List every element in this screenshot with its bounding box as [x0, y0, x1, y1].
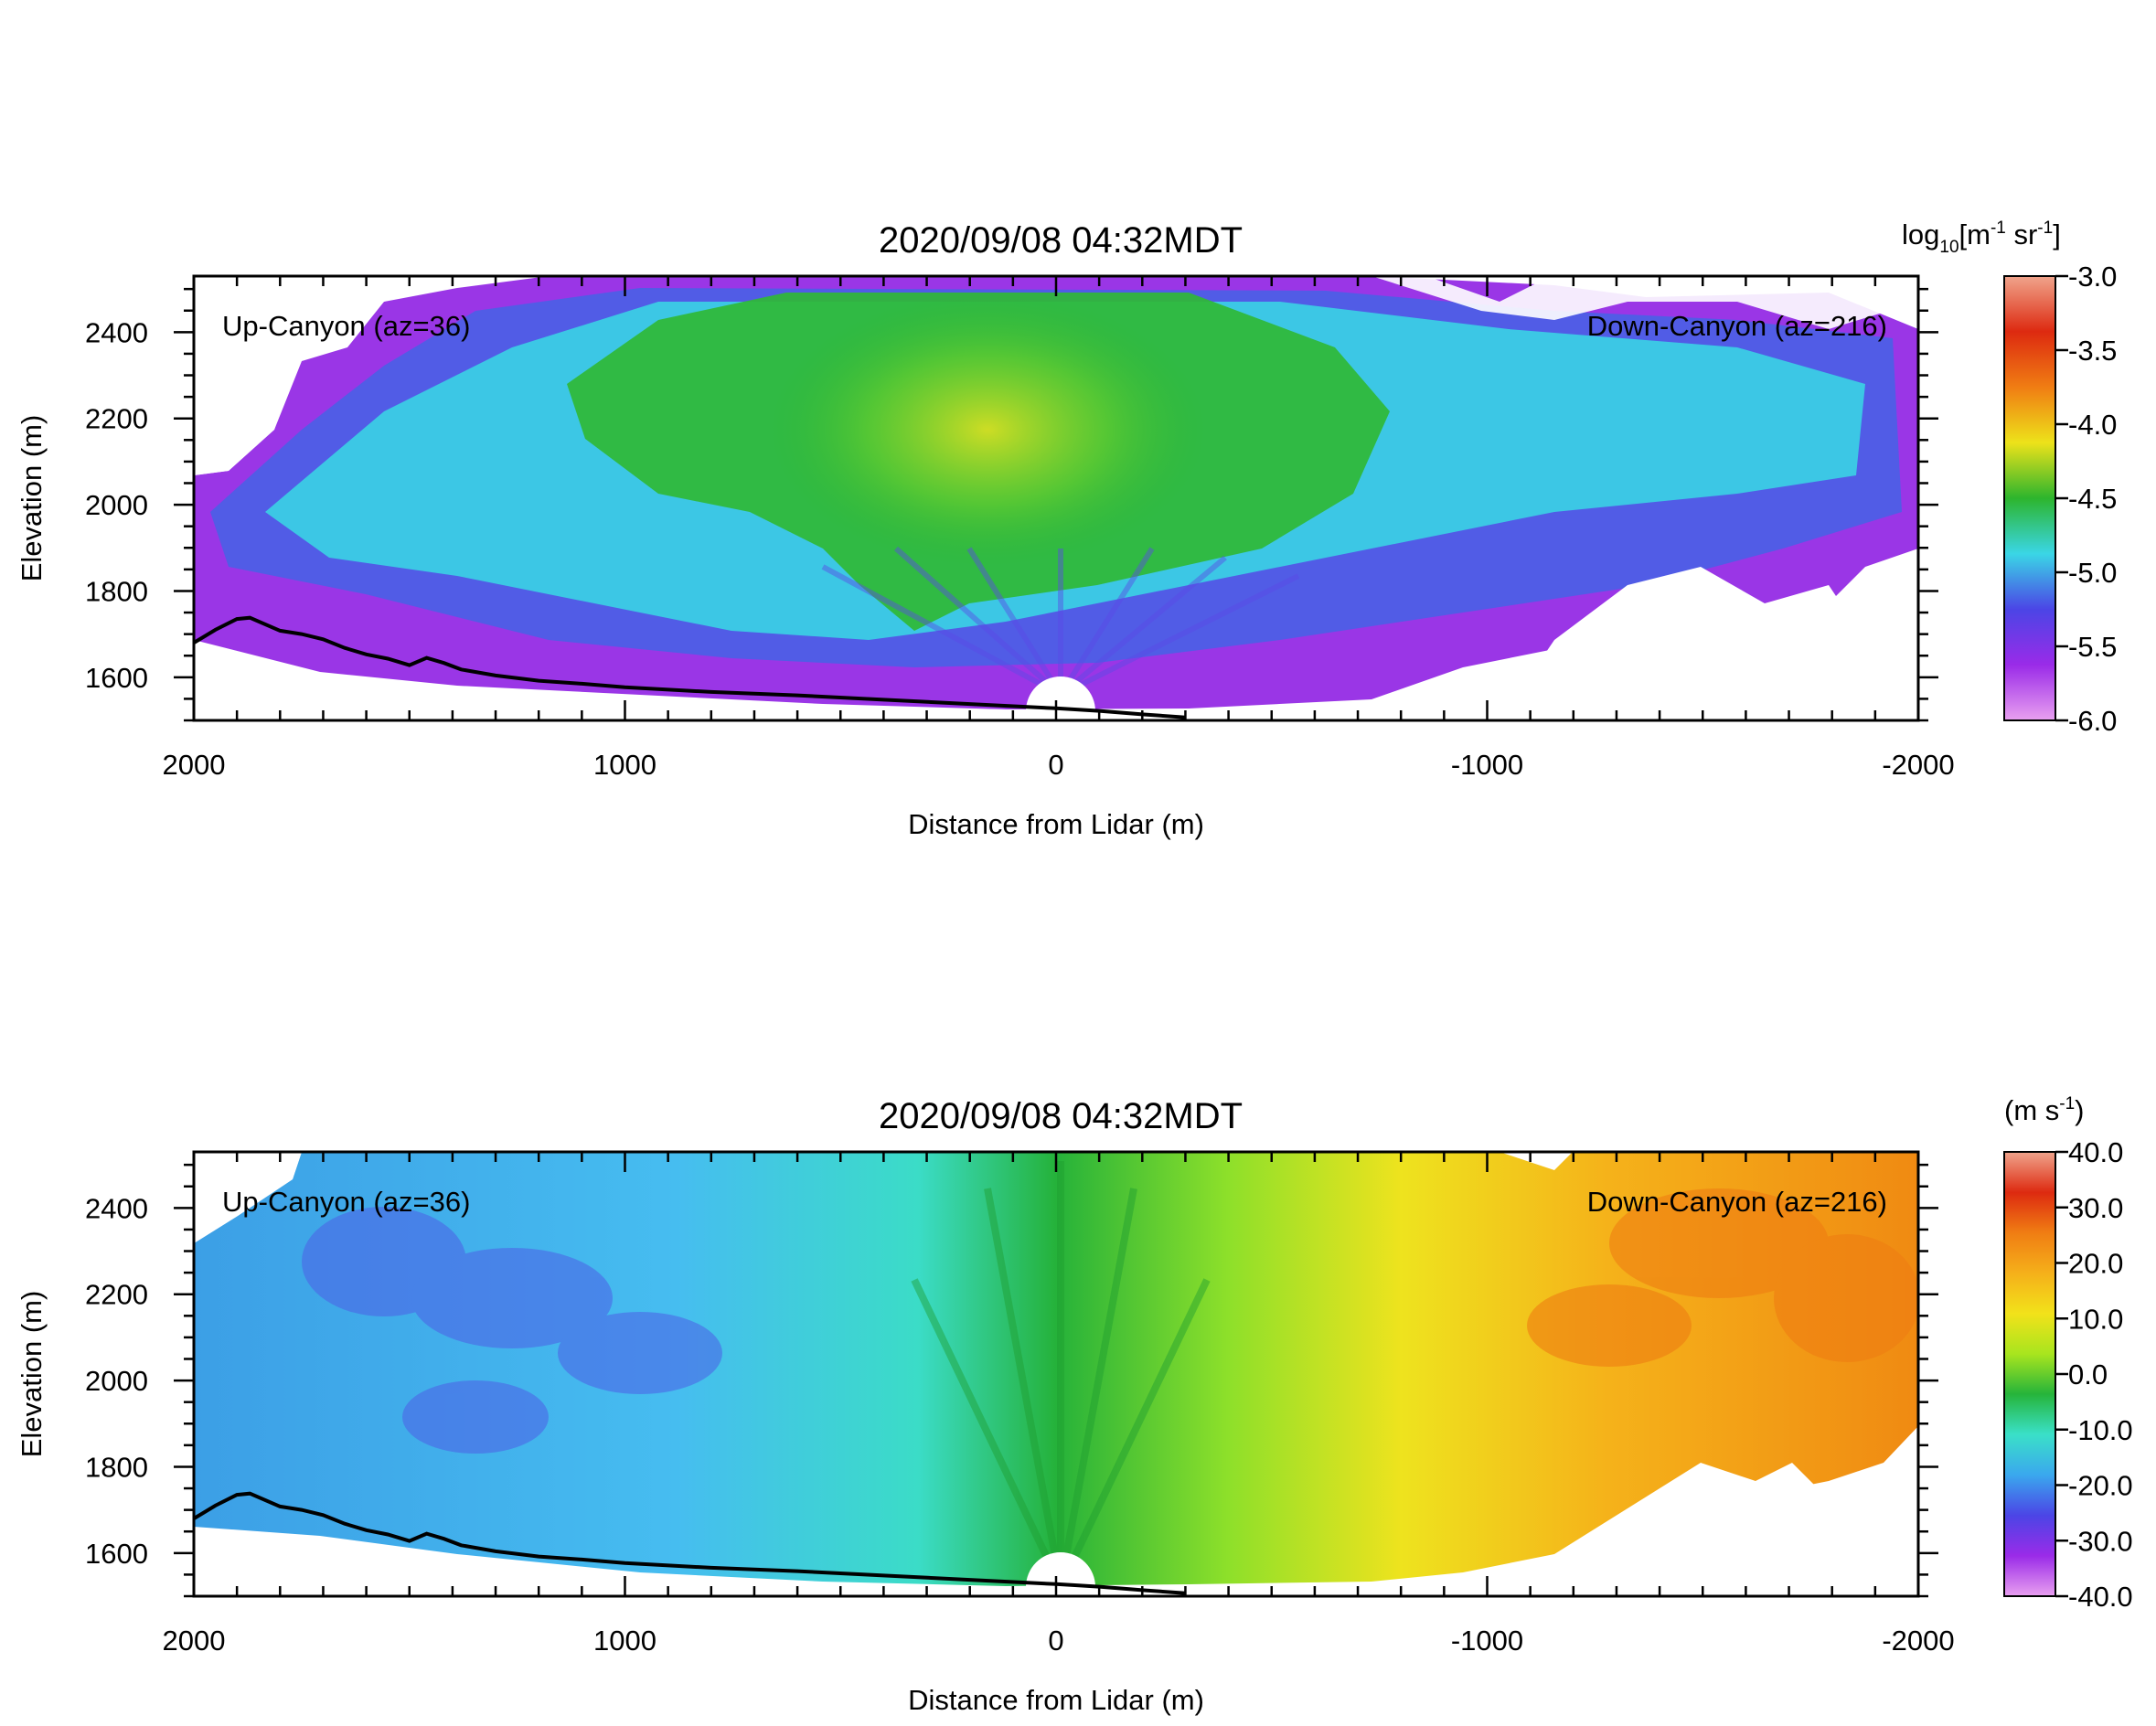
x-tick-label: 2000	[163, 749, 226, 781]
terrain-line	[192, 1491, 1186, 1595]
y-tick-label: 1600	[85, 1538, 148, 1570]
colorbar-tick-label: -10.0	[2068, 1414, 2133, 1446]
colorbar	[2003, 275, 2056, 721]
x-tick-label: -1000	[1451, 1625, 1523, 1657]
y-tick-label: 2000	[85, 1365, 148, 1397]
field-rays	[911, 1161, 1211, 1588]
x-axis-label: Distance from Lidar (m)	[908, 808, 1204, 840]
panel-velocity: 2000 1000 0 -1000 -200016001800200022002400 …	[16, 1094, 2133, 1716]
x-tick-label: 2000	[163, 1625, 226, 1657]
colorbar-title-main: log	[1902, 218, 1939, 250]
heatmap-field	[194, 1152, 1918, 1596]
y-tick-label: 2200	[85, 403, 148, 435]
field-gaps	[194, 1152, 1918, 1596]
field-yellow-core	[768, 293, 1207, 567]
colorbar-tick-label: 20.0	[2068, 1248, 2123, 1280]
x-tick-label: 1000	[593, 749, 656, 781]
annotation-down-canyon: Down-Canyon (az=216)	[1587, 310, 1887, 342]
colorbar-title-rest-3: ]	[2053, 218, 2061, 250]
lidar-marker	[1026, 1552, 1095, 1587]
x-tick-label: 0	[1048, 749, 1063, 781]
colorbar-tick-label: -5.5	[2068, 631, 2117, 663]
annotation-up-canyon: Up-Canyon (az=36)	[222, 310, 470, 342]
colorbar-ticks: 40.0 30.0 20.0 10.0 0.0 -10.0 -20.0 -30.0 -40.0	[2055, 1136, 2133, 1613]
colorbar-tick-label: -4.0	[2068, 409, 2117, 441]
heatmap-field	[194, 276, 1918, 720]
panel-backscatter: 2000 1000 0 -1000 -200016001800200022002400 …	[16, 218, 2117, 840]
field-velocity	[194, 1152, 1918, 1586]
colorbar-tick-label: 10.0	[2068, 1303, 2123, 1335]
axis-ticks: 2000 1000 0 -1000 -2000 1600 1800 2000 2200 2400	[85, 1152, 1955, 1657]
chart-title: 2020/09/08 04:32MDT	[879, 1096, 1243, 1136]
y-tick-label: 2200	[85, 1279, 148, 1311]
y-tick-label: 1600	[85, 662, 148, 694]
field-blue-patches	[302, 1207, 722, 1454]
x-tick-label: -2000	[1882, 1625, 1954, 1657]
y-tick-label: 2400	[85, 1192, 148, 1224]
x-tick-label: -1000	[1451, 749, 1523, 781]
colorbar-tick-label: -40.0	[2068, 1581, 2133, 1613]
chart-title: 2020/09/08 04:32MDT	[879, 220, 1243, 261]
x-tick-label: 1000	[593, 1625, 656, 1657]
colorbar-title: log10[m-1 sr-1]	[1902, 218, 2061, 257]
y-axis-label: Elevation (m)	[16, 1291, 48, 1458]
lidar-marker	[1026, 677, 1095, 711]
y-tick-label: 2000	[85, 489, 148, 521]
terrain-line	[192, 615, 1186, 719]
x-axis-label: Distance from Lidar (m)	[908, 1684, 1204, 1716]
colorbar-tick-label: 30.0	[2068, 1192, 2123, 1224]
colorbar-tick-label: -20.0	[2068, 1470, 2133, 1502]
colorbar-tick-label: -3.0	[2068, 261, 2117, 293]
x-tick-label: 0	[1048, 1625, 1063, 1657]
colorbar-tick-label: -5.0	[2068, 557, 2117, 589]
colorbar-tick-label: 40.0	[2068, 1136, 2123, 1168]
colorbar-title-rest-1: [m	[1959, 218, 1991, 250]
colorbar-title-sup-2: -1	[2037, 218, 2053, 238]
field-orange-patches	[1527, 1188, 1918, 1367]
y-axis-label: Elevation (m)	[16, 415, 48, 582]
colorbar-title-sup-1: -1	[1991, 218, 2006, 238]
colorbar-tick-label: -3.5	[2068, 335, 2117, 367]
colorbar-tick-label: -6.0	[2068, 705, 2117, 737]
colorbar-tick-label: -4.5	[2068, 483, 2117, 515]
colorbar-ticks: -3.0 -3.5 -4.0 -4.5 -5.0 -5.5 -6.0	[2055, 261, 2117, 737]
axis-ticks: 2000 1000 0 -1000 -2000 1600 1800 2000 2200 2400	[85, 276, 1955, 781]
y-tick-label: 1800	[85, 1451, 148, 1483]
field-gaps	[194, 276, 1918, 720]
colorbar-title-main: (m s	[2004, 1094, 2059, 1126]
colorbar-title-sup-1: -1	[2059, 1094, 2075, 1113]
field-rays	[821, 546, 1300, 698]
annotation-up-canyon: Up-Canyon (az=36)	[222, 1186, 470, 1218]
y-tick-label: 2400	[85, 316, 148, 348]
colorbar-title-rest-1: )	[2075, 1094, 2084, 1126]
y-tick-label: 1800	[85, 575, 148, 607]
colorbar-title-rest-2: sr	[2006, 218, 2037, 250]
colorbar-tick-label: -30.0	[2068, 1525, 2133, 1557]
x-tick-label: -2000	[1882, 749, 1954, 781]
colorbar-title: (m s-1)	[2004, 1094, 2085, 1126]
colorbar-title-sub: 10	[1939, 238, 1959, 257]
colorbar	[2003, 1151, 2056, 1597]
annotation-down-canyon: Down-Canyon (az=216)	[1587, 1186, 1887, 1218]
colorbar-tick-label: 0.0	[2068, 1358, 2108, 1390]
